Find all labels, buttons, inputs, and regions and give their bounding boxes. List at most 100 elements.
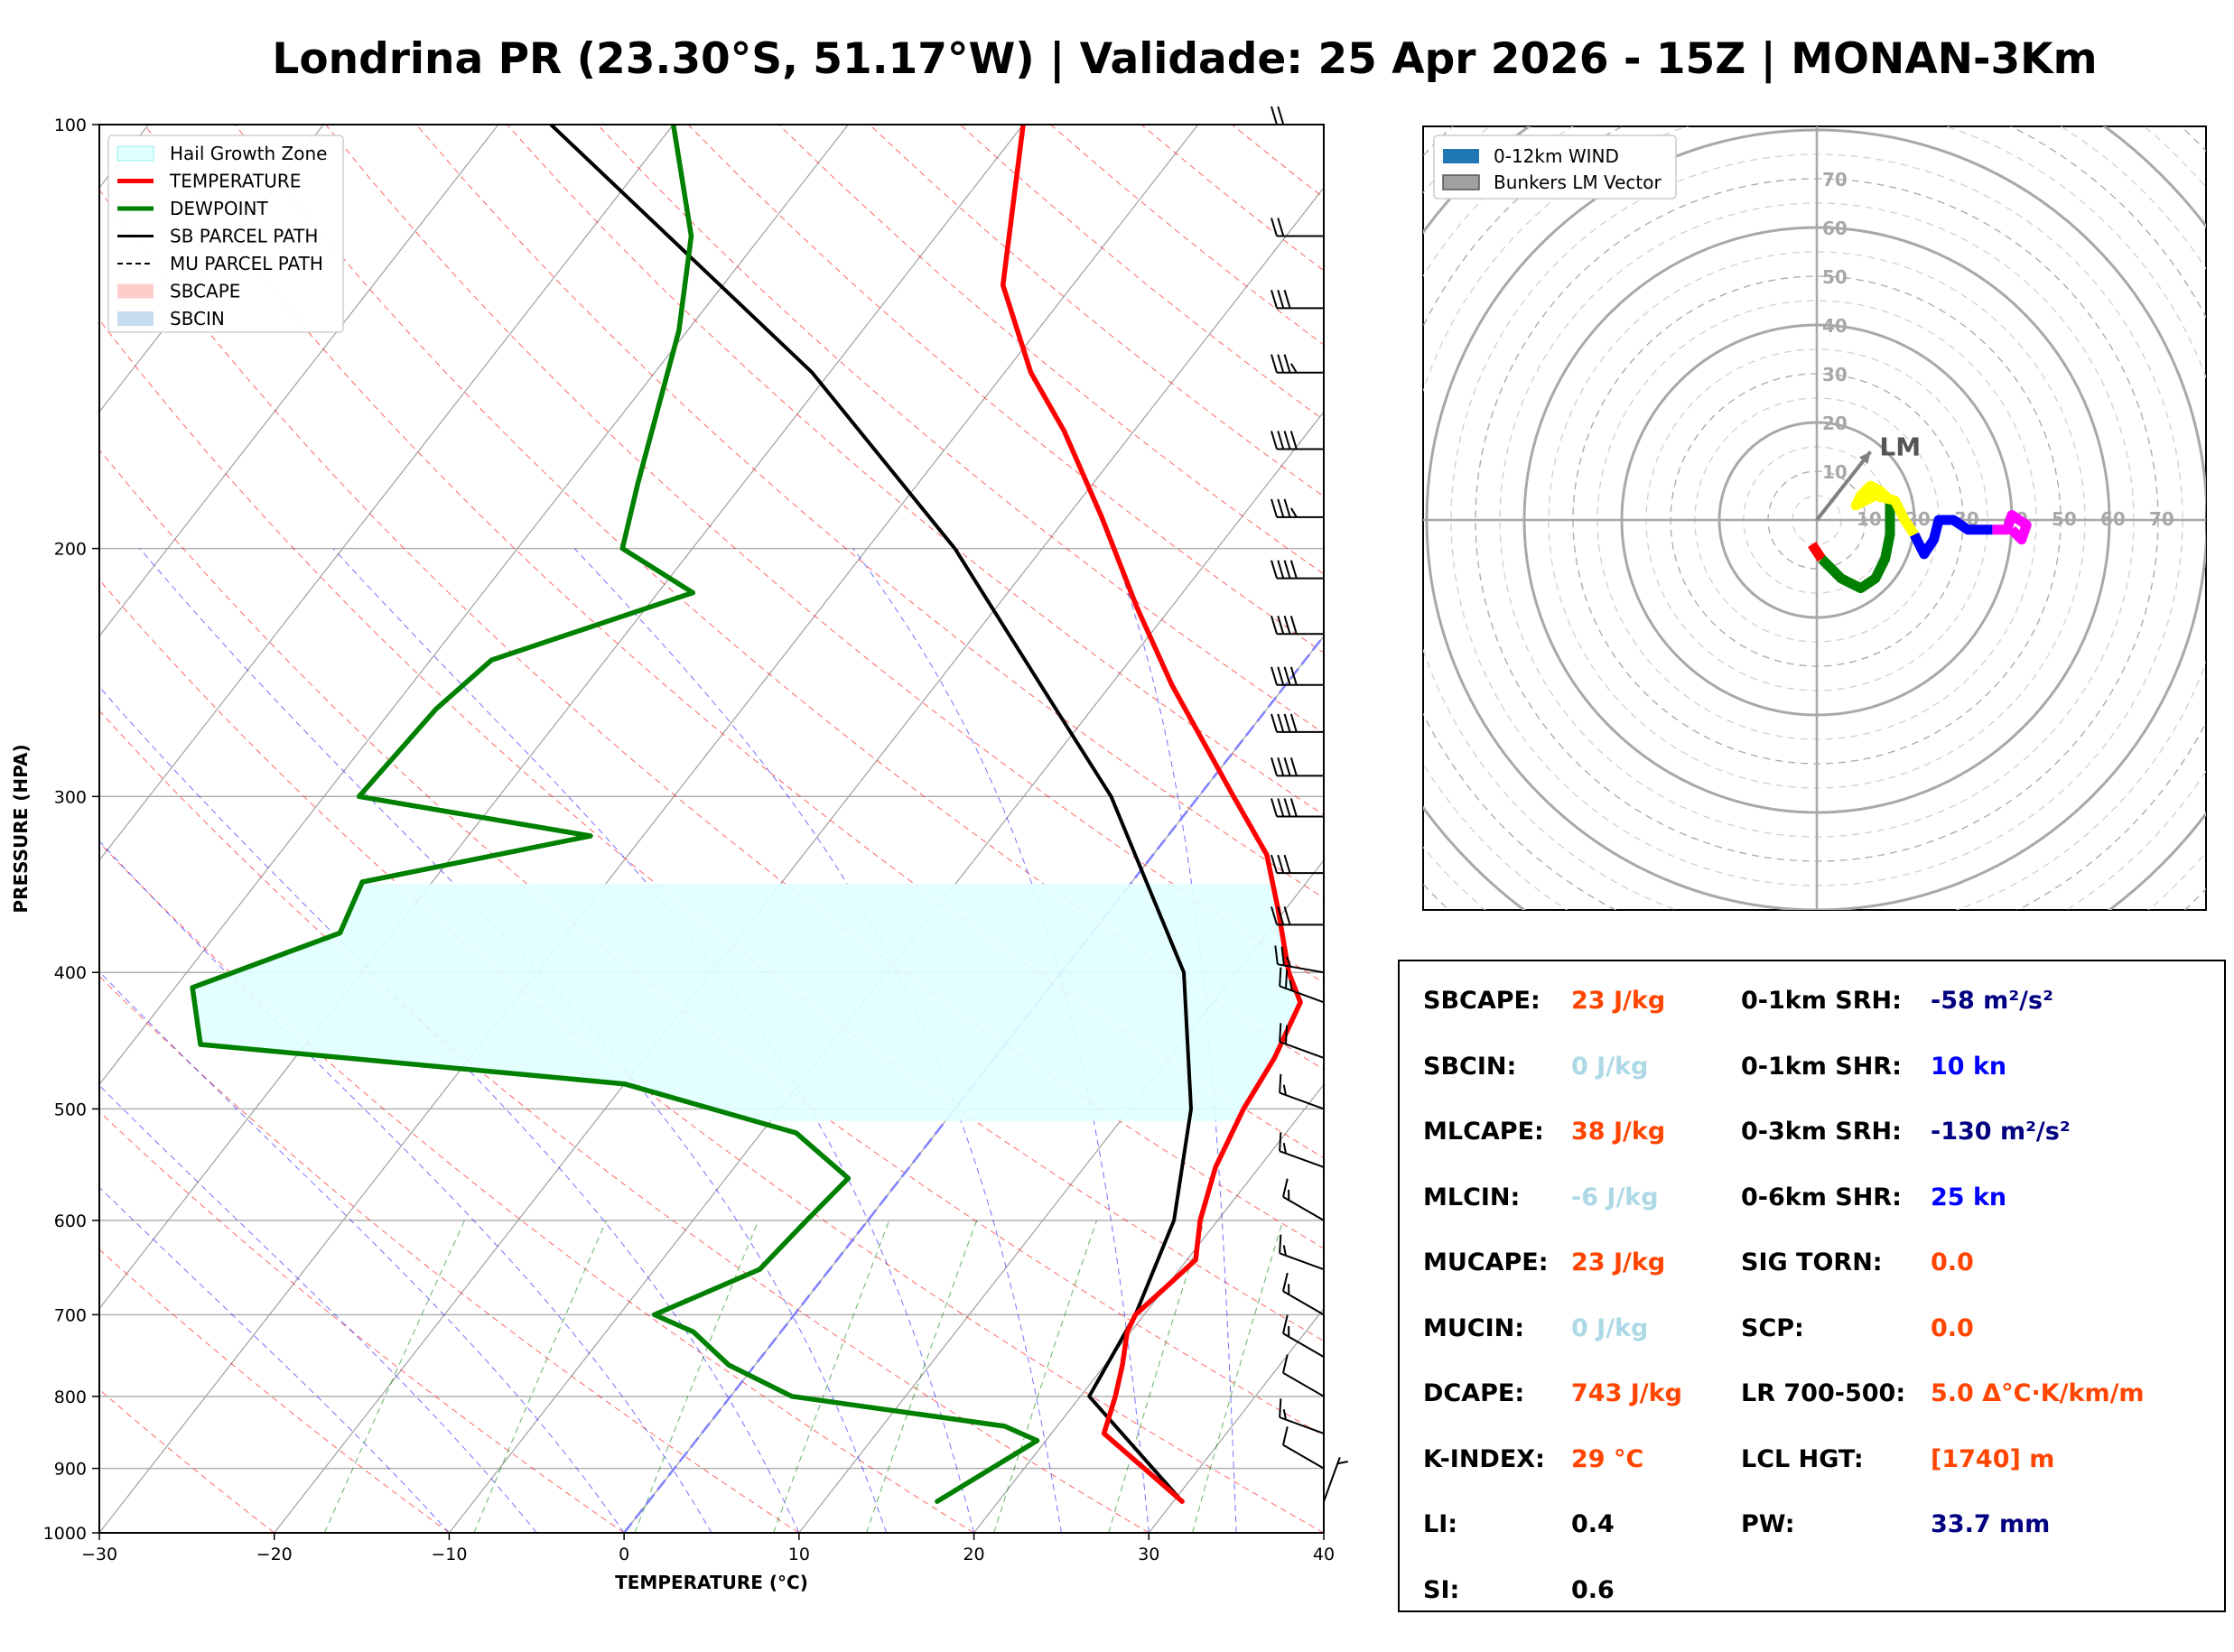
stat-value: 0 J/kg [1571,1052,1649,1081]
stat-label: PW: [1741,1510,1795,1538]
barb-feather [1289,560,1298,579]
stat-label: SIG TORN: [1741,1248,1883,1276]
y-tick-label: 300 [54,787,87,807]
barb-shaft [1277,963,1325,974]
isotherm-line [448,411,1324,1533]
skewt-legend: Hail Growth Zone TEMPERATURE DEWPOINT SB PA… [107,135,344,333]
hodo-legend-label: 0-12km WIND [1494,145,1619,167]
y-tick-label: 900 [54,1460,87,1480]
isotherm-line [99,125,1024,1310]
barb-feather [1289,431,1298,450]
y-tick-label: 1000 [43,1524,87,1544]
barb-feather [1283,431,1291,450]
barb-shaft [1282,1290,1325,1316]
wind-barb [1271,560,1324,580]
mixing-ratio-line [865,1220,978,1533]
barb-feather [1282,1245,1287,1257]
x-axis-label: TEMPERATURE (°C) [615,1572,808,1593]
legend-swatch [117,283,154,299]
x-tick-label: 30 [1138,1545,1159,1564]
sb-parcel-path-line [549,125,1193,1504]
moist-adiabat-line [332,548,975,1533]
stat-value: 0 J/kg [1571,1313,1649,1342]
isotherm-line [274,186,1324,1533]
moist-adiabat-line [99,686,800,1533]
wind-barb [1279,1132,1325,1168]
mixing-ratio-line [773,1220,890,1533]
stat-label: 0-6km SHR: [1741,1183,1902,1211]
mixing-ratio-line [1191,1220,1284,1533]
barb-feather [1271,560,1278,579]
barb-feather [1283,854,1291,874]
barb-feather [1277,616,1285,635]
barb-feather [1289,757,1298,776]
stat-value: 743 J/kg [1571,1379,1682,1407]
barb-feather [1281,1426,1289,1445]
legend-box [107,135,344,333]
y-tick-label: 500 [54,1100,87,1119]
hodo-segment-9-12km [1992,510,2032,545]
stat-value: 33.7 mm [1931,1510,2051,1538]
wind-barbs [1271,106,1348,1502]
barb-feather [1277,106,1285,125]
stat-value: 0.4 [1571,1510,1615,1538]
stat-value: 5.0 Δ°C·K/km/m [1931,1379,2145,1407]
mixing-ratio-line [1108,1220,1205,1533]
barb-feather [1271,218,1278,237]
barb-feather [1277,498,1285,518]
barb-feather [1337,1461,1348,1465]
y-tick-label: 600 [54,1211,87,1231]
wind-barb [1279,1398,1325,1434]
legend-swatch [116,145,154,162]
legend-label: Hail Growth Zone [170,143,327,164]
stat-label: LI: [1423,1510,1458,1538]
barb-feather [1289,363,1298,374]
hodo-ring-label-u: 60 [2100,508,2126,530]
barb-feather [1277,713,1285,733]
isotherm-line [99,125,849,1086]
barb-feather [1282,1408,1287,1420]
hodo-segment-0-1km [1808,541,1826,562]
y-tick-label: 400 [54,963,87,983]
barb-feather [1271,354,1278,373]
barb-feather [1277,290,1285,309]
barb-feather [1282,1084,1287,1096]
barb-feather [1283,666,1291,686]
barb-feather [1277,431,1285,450]
hodo-legend-swatch [1442,174,1480,190]
y-tick-label: 200 [54,540,87,560]
hodo-ring-label-v: 70 [1822,169,1848,190]
barb-feather [1282,1143,1287,1154]
hodo-segment-3-6km [1850,480,1919,538]
dry-adiabat-line [99,319,1324,1342]
isotherm-line [798,858,1324,1533]
stat-value: 10 kn [1931,1052,2007,1081]
wind-barb [1281,1272,1325,1316]
dry-adiabat-line [99,449,1324,1436]
x-tick-label: 40 [1313,1545,1335,1564]
hodo-legend-box [1433,135,1677,200]
wind-barb [1271,666,1324,686]
barb-feather [1277,666,1285,686]
stat-value: 0.0 [1931,1313,1974,1342]
barb-shaft [1279,985,1325,1004]
barb-feather [1283,757,1291,776]
barb-shaft [1282,1443,1325,1470]
barb-feather [1289,666,1298,686]
stat-label: SBCAPE: [1423,987,1541,1015]
dry-adiabat-line [597,125,1324,734]
wind-barb [1271,431,1324,450]
mixing-ratio-line [634,1220,759,1533]
barb-feather [1284,970,1289,989]
wind-barb [1271,798,1324,818]
stat-value: -130 m²/s² [1931,1118,2071,1146]
barb-feather [1284,1025,1289,1044]
moist-adiabat-line [99,970,625,1533]
barb-feather [1289,979,1293,991]
stat-label: SI: [1423,1575,1460,1604]
stat-label: 0-3km SRH: [1741,1118,1902,1146]
wind-barb [1274,945,1325,974]
hodo-trace [1808,480,2032,594]
